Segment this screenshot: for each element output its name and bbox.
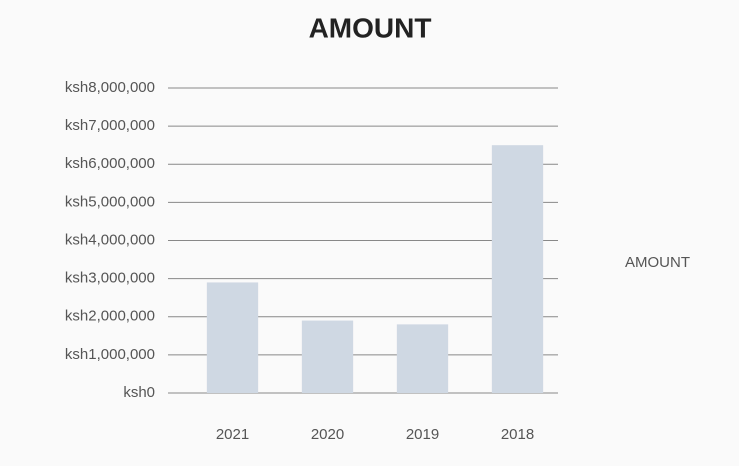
bar: [491, 145, 544, 393]
legend-label: AMOUNT: [625, 254, 690, 271]
chart-title: AMOUNT: [309, 12, 432, 43]
y-tick-label: ksh3,000,000: [65, 270, 155, 287]
x-tick-label: 2020: [311, 426, 344, 443]
bar: [396, 324, 449, 393]
y-tick-label: ksh4,000,000: [65, 231, 155, 248]
y-tick-label: ksh2,000,000: [65, 308, 155, 325]
x-tick-label: 2019: [406, 426, 439, 443]
bar: [301, 320, 354, 393]
y-tick-label: ksh1,000,000: [65, 346, 155, 363]
x-tick-label: 2021: [216, 426, 249, 443]
x-tick-label: 2018: [501, 426, 534, 443]
y-tick-label: ksh5,000,000: [65, 193, 155, 210]
bar: [206, 282, 259, 393]
y-tick-label: ksh8,000,000: [65, 79, 155, 96]
y-tick-label: ksh0: [123, 384, 155, 401]
y-tick-label: ksh7,000,000: [65, 117, 155, 134]
y-tick-label: ksh6,000,000: [65, 155, 155, 172]
